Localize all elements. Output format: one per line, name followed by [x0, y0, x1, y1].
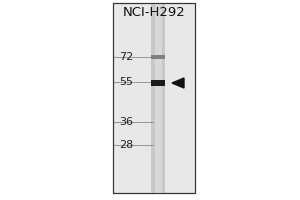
Bar: [151, 80, 165, 86]
Text: NCI-H292: NCI-H292: [123, 6, 185, 20]
Bar: [151, 55, 165, 59]
Polygon shape: [172, 78, 184, 88]
Bar: [151, 3, 165, 193]
Text: 36: 36: [119, 117, 133, 127]
Text: 55: 55: [119, 77, 133, 87]
Bar: [113, 3, 195, 193]
Text: 72: 72: [119, 52, 133, 62]
Bar: [113, 3, 195, 193]
Text: 28: 28: [119, 140, 133, 150]
Bar: [154, 3, 161, 193]
